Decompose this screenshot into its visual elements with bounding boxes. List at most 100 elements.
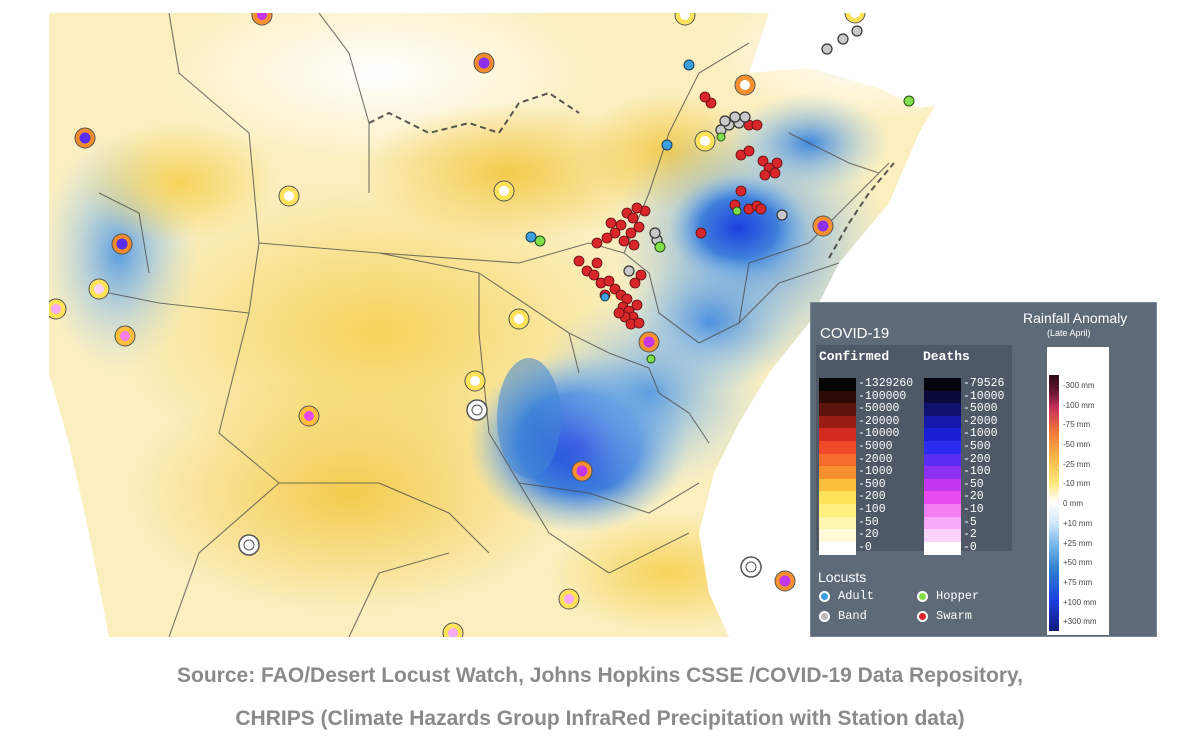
confirmed-swatch xyxy=(819,428,856,442)
adult-label: Adult xyxy=(838,589,875,603)
covid-legend-title: COVID-19 xyxy=(820,325,890,342)
covid-marker xyxy=(740,556,762,578)
band-markers xyxy=(623,25,863,277)
confirmed-tick-label: -10000 xyxy=(858,427,900,441)
confirmed-tick-label: -100 xyxy=(858,503,886,516)
confirmed-tick-label: -500 xyxy=(858,477,886,491)
covid-marker xyxy=(774,570,796,592)
locusts-legend-title: Locusts xyxy=(818,569,867,585)
covid-marker xyxy=(694,130,716,152)
deaths-tick-label: -0 xyxy=(963,540,977,554)
confirmed-tick-label: -200 xyxy=(858,490,886,504)
deaths-tick-label: -1000 xyxy=(963,427,998,441)
rainfall-tick-label: -50 mm xyxy=(1063,440,1091,450)
deaths-tick-label: -5000 xyxy=(963,402,998,416)
caption-line-1: Source: FAO/Desert Locust Watch, Johns H… xyxy=(177,664,1023,687)
confirmed-swatch xyxy=(819,541,856,555)
confirmed-header: Confirmed xyxy=(819,349,890,364)
disputed-borders xyxy=(368,91,895,259)
deaths-header: Deaths xyxy=(923,349,970,364)
covid-marker xyxy=(558,588,580,610)
confirmed-tick-label: -2000 xyxy=(858,452,893,466)
deaths-swatch xyxy=(924,453,961,467)
covid-marker xyxy=(493,180,515,202)
covid-marker xyxy=(812,215,834,237)
swarm-swatch-icon xyxy=(917,610,928,622)
rainfall-tick-label: -10 mm xyxy=(1063,479,1091,489)
deaths-swatch xyxy=(924,415,961,429)
rainfall-tick-label: +100 mm xyxy=(1063,597,1097,607)
deaths-swatch xyxy=(924,516,961,530)
confirmed-swatch xyxy=(819,415,856,429)
confirmed-swatch xyxy=(819,516,856,530)
covid-marker xyxy=(508,308,530,330)
covid-marker xyxy=(238,534,260,556)
confirmed-swatch xyxy=(819,390,856,404)
covid-marker xyxy=(442,622,464,637)
covid-marker xyxy=(111,233,133,255)
dry-area-west xyxy=(79,123,279,243)
confirmed-tick-label: -20000 xyxy=(858,414,900,428)
deaths-tick-label: -2 xyxy=(963,528,977,542)
deaths-tick-label: -2000 xyxy=(963,414,998,428)
gulf-of-aden xyxy=(749,13,979,108)
deaths-tick-label: -5 xyxy=(963,515,977,529)
confirmed-tick-label: -5000 xyxy=(858,440,893,453)
hopper-swatch-icon xyxy=(917,590,928,602)
band-label: Band xyxy=(838,609,867,623)
confirmed-tick-label: -1000 xyxy=(858,465,893,479)
rainfall-tick-label: +25 mm xyxy=(1063,538,1093,548)
confirmed-tick-label: -0 xyxy=(858,540,872,554)
rainfall-tick-label: +75 mm xyxy=(1063,577,1093,587)
deaths-swatch xyxy=(924,378,961,392)
rainfall-scale-box: -300 mm -100 mm -75 mm -50 mm -25 mm -10 mm 0 … xyxy=(1047,347,1109,635)
confirmed-swatch xyxy=(819,378,856,392)
caption-line-2: CHRIPS (Climate Hazards Group InfraRed P… xyxy=(235,707,965,730)
locust-legend-band: Band xyxy=(819,609,867,623)
covid-marker xyxy=(844,13,866,24)
hopper-markers xyxy=(534,95,915,364)
locust-legend-swarm: Swarm xyxy=(917,609,972,623)
covid-marker xyxy=(114,325,136,347)
covid-marker xyxy=(734,74,756,96)
covid-marker xyxy=(674,13,696,26)
rainfall-tick-label: -25 mm xyxy=(1063,459,1091,469)
rainfall-tick-label: +300 mm xyxy=(1063,617,1097,627)
covid-markers xyxy=(49,13,866,637)
deaths-tick-label: -200 xyxy=(963,452,991,466)
deaths-scale: -79526 -10000 -5000 -2000 -1000 -500 -200 -100-… xyxy=(924,377,1012,555)
rainfall-legend-title: Rainfall Anomaly xyxy=(1023,310,1128,326)
locust-legend-adult: Adult xyxy=(819,589,874,603)
confirmed-swatch xyxy=(819,453,856,467)
deaths-tick-label: -50 xyxy=(963,477,984,491)
confirmed-swatch xyxy=(819,529,856,543)
rainfall-tick-label: +10 mm xyxy=(1063,518,1093,528)
swarm-label: Swarm xyxy=(936,609,973,623)
confirmed-tick-label: -1329260 xyxy=(858,377,914,390)
country-borders xyxy=(98,13,890,637)
confirmed-swatch xyxy=(819,491,856,505)
confirmed-tick-label: -100000 xyxy=(858,389,907,403)
confirmed-tick-label: -20 xyxy=(858,528,879,542)
confirmed-swatch xyxy=(819,466,856,480)
rainfall-tick-label: -300 mm xyxy=(1063,381,1095,390)
covid-marker xyxy=(49,298,67,320)
confirmed-scale: -1329260 -100000 -50000 -20000 -10000 -5000 -2… xyxy=(819,377,914,555)
covid-scale-box: Confirmed Deaths -1329260 -100000 -50000 -2… xyxy=(816,345,1012,555)
covid-marker xyxy=(278,185,300,207)
deaths-swatch xyxy=(924,441,961,455)
deaths-swatch xyxy=(924,529,961,543)
confirmed-tick-label: -50000 xyxy=(858,402,900,416)
lake-victoria xyxy=(497,358,561,478)
deaths-swatch xyxy=(924,541,961,555)
rainfall-tick-label: -100 mm xyxy=(1063,400,1095,410)
deaths-tick-label: -500 xyxy=(963,440,991,453)
deaths-tick-label: -79526 xyxy=(963,377,1005,390)
covid-marker xyxy=(571,460,593,482)
locust-legend-hopper: Hopper xyxy=(917,589,979,603)
covid-marker xyxy=(298,405,320,427)
deaths-swatch xyxy=(924,504,961,518)
confirmed-swatch xyxy=(819,441,856,455)
deaths-swatch xyxy=(924,491,961,505)
hopper-label: Hopper xyxy=(936,589,980,603)
